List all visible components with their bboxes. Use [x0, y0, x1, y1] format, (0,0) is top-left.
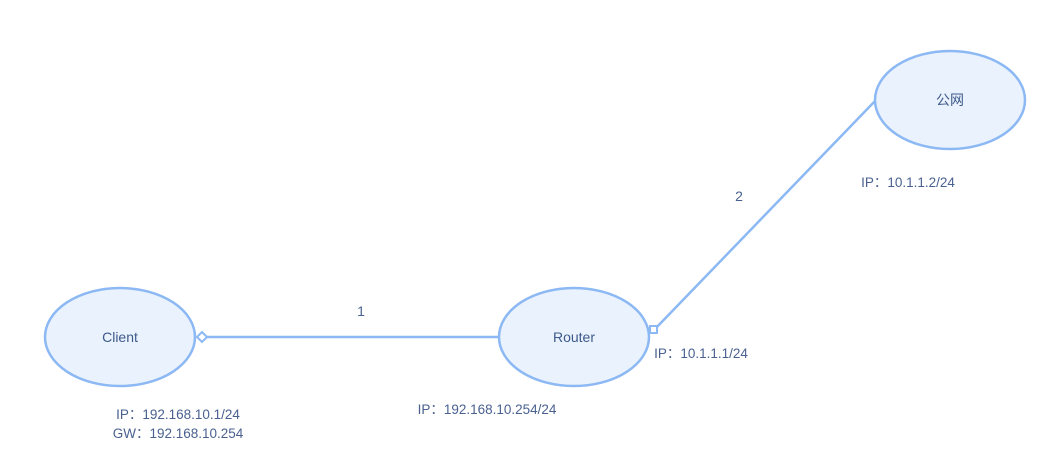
- client-port-diamond: [195, 330, 209, 344]
- client-ip-text: IP：192.168.10.1/24: [116, 407, 240, 422]
- public-ip-text: IP：10.1.1.2/24: [861, 175, 955, 190]
- link-2-line[interactable]: [653, 99, 877, 331]
- router-lan-ip-text: IP：192.168.10.254/24: [418, 402, 557, 417]
- public-network-node[interactable]: 公网: [873, 49, 1027, 151]
- client-label: Client: [102, 329, 138, 345]
- link-1-label: 1: [357, 303, 365, 319]
- public-network-label: 公网: [936, 92, 964, 108]
- client-ellipse[interactable]: [43, 286, 197, 388]
- router-port-square: [649, 325, 658, 334]
- client-gw-text: GW：192.168.10.254: [113, 426, 244, 441]
- link-2-label: 2: [735, 188, 743, 204]
- router-wan-ip-text: IP：10.1.1.1/24: [654, 346, 748, 361]
- router-ellipse[interactable]: [497, 286, 651, 388]
- client-node[interactable]: Client: [43, 286, 197, 388]
- public-network-ellipse[interactable]: [873, 49, 1027, 151]
- router-label: Router: [553, 329, 595, 345]
- router-node[interactable]: Router: [497, 286, 651, 388]
